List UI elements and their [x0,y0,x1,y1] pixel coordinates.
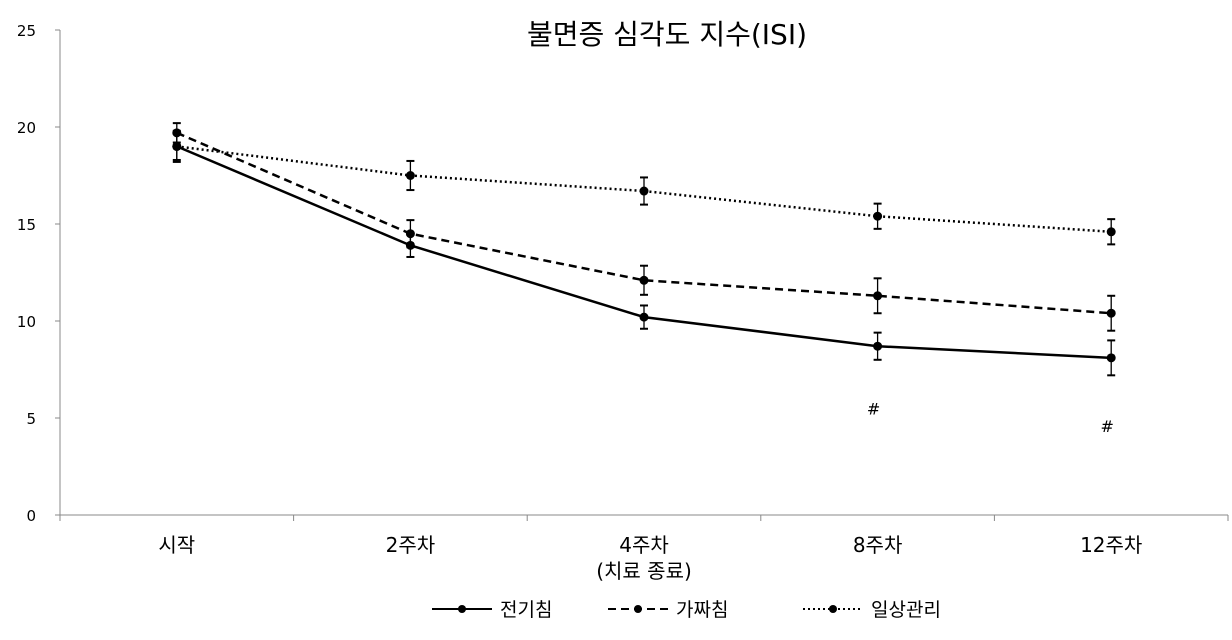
data-point [172,141,182,151]
y-tick-label: 15 [17,216,36,234]
legend-marker [634,605,642,613]
legend-marker [829,605,837,613]
data-point [1106,353,1116,363]
data-point [639,186,649,196]
data-point [639,312,649,322]
series-2 [172,129,1116,246]
y-tick-label: 5 [26,410,36,428]
x-tick-label: 시작 [158,533,195,557]
y-tick-label: 20 [17,119,36,137]
data-point [873,341,883,351]
legend-marker [458,605,466,613]
y-tick-label: 0 [26,507,36,525]
series-1 [172,122,1116,332]
series-line [176,145,1112,234]
data-point [1106,308,1116,318]
x-tick-label: 2주차 [386,533,436,557]
x-tick-sublabel: (치료 종료) [596,559,692,583]
x-tick-label: 12주차 [1080,533,1142,557]
legend-label: 일상관리 [871,599,941,621]
chart-title: 불면증 심각도 지수(ISI) [527,18,807,51]
x-tick-label: 4주차 [619,533,669,557]
data-point [405,171,415,180]
data-point [873,211,883,221]
data-point [639,275,649,285]
y-tick-label: 10 [17,313,36,331]
data-point [405,229,415,239]
legend-label: 전기침 [500,599,552,621]
data-point [1106,227,1116,237]
legend-label: 가짜침 [676,599,728,621]
data-point [873,291,883,301]
significance-mark: # [1100,417,1113,436]
significance-mark: # [867,399,880,418]
legend: 전기침 가짜침 일상관리 [432,599,941,621]
x-tick-label: 8주차 [853,533,903,557]
series-marks: ## [172,122,1116,436]
axes: 0 5 10 15 20 25 시작 2주차 4주차(치료 종료) 8주차 12주차 [17,22,1229,583]
series-0 [172,131,1116,377]
series-line [176,131,1112,315]
y-tick-label: 25 [17,22,36,40]
